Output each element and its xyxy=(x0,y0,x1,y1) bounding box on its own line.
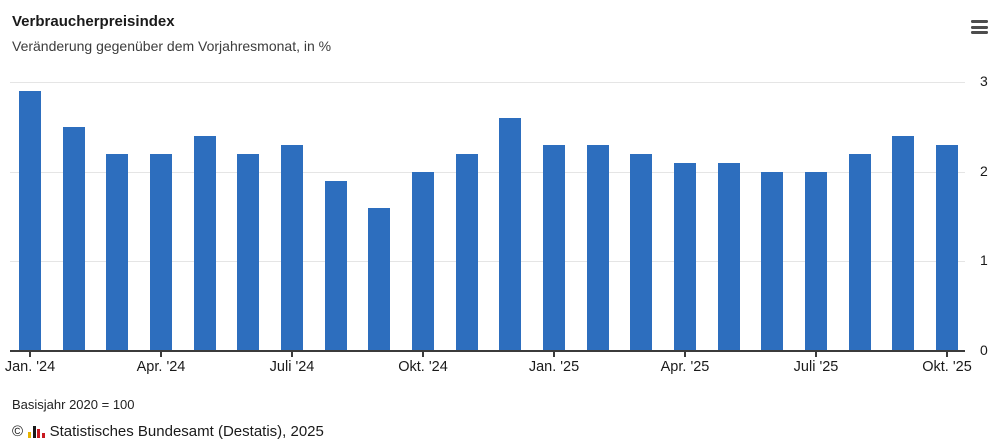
bar-Okt. '24[interactable] xyxy=(412,171,434,351)
hamburger-menu-icon[interactable] xyxy=(971,20,989,35)
x-tick-label: Jan. '25 xyxy=(528,359,580,375)
y-tick-label-1: 1 xyxy=(980,252,988,269)
x-tick-label: Juli '24 xyxy=(269,359,315,375)
bar-Dez. '24[interactable] xyxy=(499,117,522,351)
y-tick-label-3: 3 xyxy=(980,73,988,89)
hamburger-bar xyxy=(971,31,988,35)
x-tick xyxy=(291,352,293,357)
basis-year-note: Basisjahr 2020 = 100 xyxy=(12,397,135,412)
bar-Mär. '25[interactable] xyxy=(630,153,653,351)
bar-Juni '25[interactable] xyxy=(761,171,784,351)
bar-Juli '25[interactable] xyxy=(805,171,827,351)
logo-bar-red xyxy=(37,429,41,438)
x-tick xyxy=(815,352,817,357)
bar-Jan. '24[interactable] xyxy=(19,90,41,351)
x-tick xyxy=(29,352,31,357)
bar-Juli '24[interactable] xyxy=(281,144,303,351)
bar-Feb. '25[interactable] xyxy=(586,144,609,351)
x-tick xyxy=(160,352,162,357)
chart-subtitle: Veränderung gegenüber dem Vorjahresmonat… xyxy=(12,38,332,54)
bar-Aug. '25[interactable] xyxy=(848,153,871,351)
bar-Okt. '25[interactable] xyxy=(936,144,958,351)
x-tick xyxy=(946,352,948,357)
bar-Nov. '24[interactable] xyxy=(455,153,478,351)
copyright-symbol: © xyxy=(12,423,24,440)
gridline-1 xyxy=(10,261,965,263)
y-tick-label-2: 2 xyxy=(980,162,988,179)
bar-Mai '25[interactable] xyxy=(717,162,740,351)
x-tick-label: Okt. '25 xyxy=(922,359,972,375)
y-tick-label-0: 0 xyxy=(980,342,988,358)
hamburger-bar xyxy=(971,20,988,23)
x-axis-line xyxy=(10,350,965,352)
logo-bar-black xyxy=(32,426,36,438)
bar-Aug. '24[interactable] xyxy=(324,180,347,351)
x-tick-label: Apr. '24 xyxy=(136,359,186,375)
x-tick-label: Juli '25 xyxy=(793,359,839,375)
bar-Mär. '24[interactable] xyxy=(106,153,129,351)
bar-Sep. '24[interactable] xyxy=(368,207,391,351)
hamburger-bar xyxy=(971,25,988,29)
bar-Jan. '25[interactable] xyxy=(543,144,565,351)
gridline-3 xyxy=(10,82,965,83)
bar-Juni '24[interactable] xyxy=(237,153,260,351)
source-text: Statistisches Bundesamt (Destatis), 2025 xyxy=(49,423,324,440)
logo-bar-gold xyxy=(28,432,32,438)
x-tick xyxy=(553,352,555,357)
gridline-2 xyxy=(10,171,965,173)
x-tick xyxy=(684,352,686,357)
bar-Feb. '24[interactable] xyxy=(62,126,85,351)
bar-Mai '24[interactable] xyxy=(193,135,216,351)
logo-bar-red-small xyxy=(41,433,45,438)
bar-Apr. '24[interactable] xyxy=(150,153,172,351)
bar-chart-plot-area xyxy=(10,82,965,351)
page-title: Verbraucherpreisindex xyxy=(12,13,175,30)
x-tick-label: Okt. '24 xyxy=(398,359,448,375)
x-tick-label: Apr. '25 xyxy=(660,359,710,375)
source-line: © Statistisches Bundesamt (Destatis), 20… xyxy=(12,423,324,440)
bar-Sep. '25[interactable] xyxy=(892,135,915,351)
x-tick-label: Jan. '24 xyxy=(4,359,56,375)
x-tick xyxy=(422,352,424,357)
destatis-logo-icon xyxy=(28,425,45,438)
bar-Apr. '25[interactable] xyxy=(674,162,696,351)
